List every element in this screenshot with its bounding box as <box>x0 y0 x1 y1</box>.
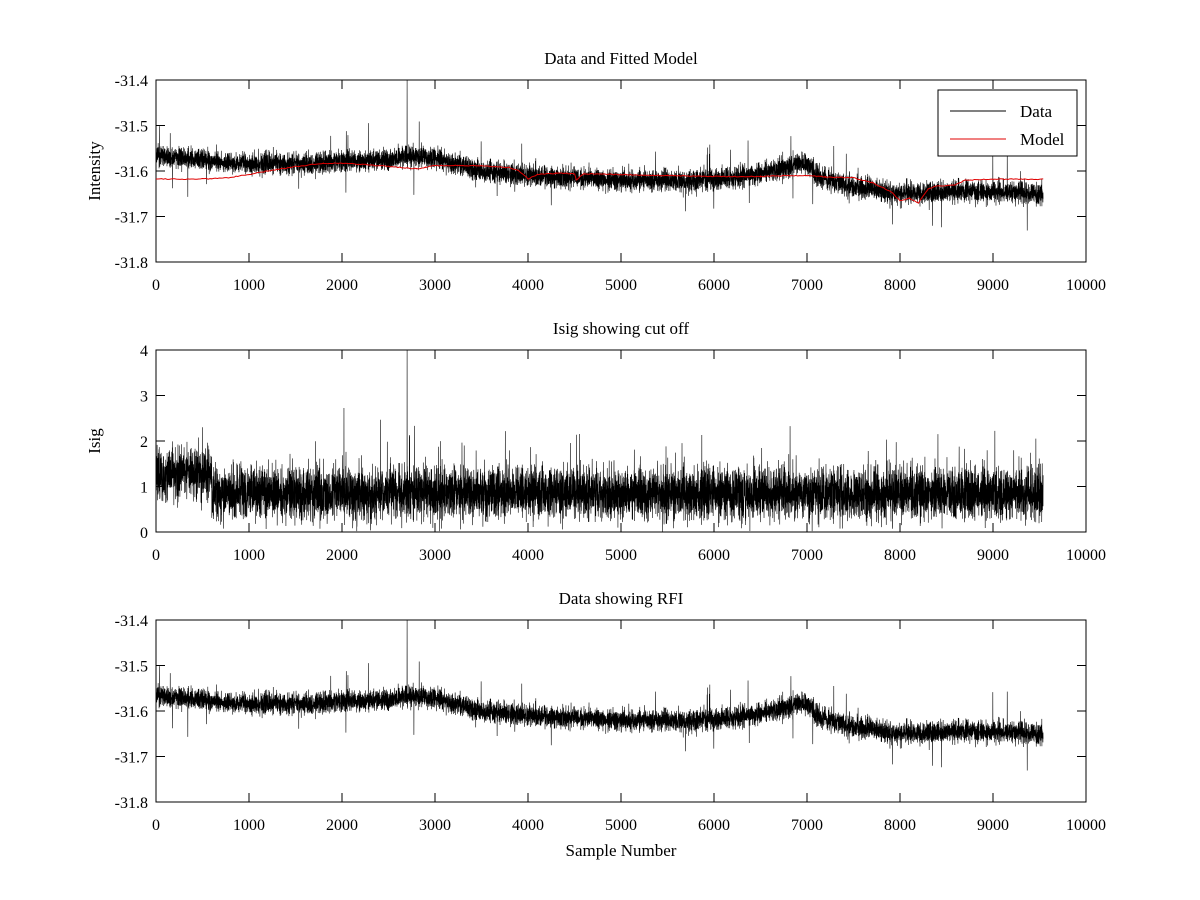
x-tick-label: 10000 <box>1066 547 1106 564</box>
y-axis-label-isig-cut-off: Isig <box>85 428 104 454</box>
x-tick-label: 1000 <box>233 547 265 564</box>
subplot-data-fitted-model: 0 1000 2000 3000 4000 5000 6000 7000 8000 9000 100… <box>85 49 1106 294</box>
x-tick-label: 2000 <box>326 817 358 834</box>
y-tick-label: -31.8 <box>115 795 148 812</box>
x-tick-label: 6000 <box>698 547 730 564</box>
x-tick-label: 9000 <box>977 817 1009 834</box>
x-tick-label: 0 <box>152 817 160 834</box>
y-tick-label: -31.5 <box>115 659 148 676</box>
series-line-series-data-rfi <box>156 620 1044 771</box>
chart-title-data-fitted-model: Data and Fitted Model <box>544 49 698 68</box>
x-tick-label: 4000 <box>512 277 544 294</box>
x-tick-label: 7000 <box>791 547 823 564</box>
series-group-data-rfi <box>156 620 1044 771</box>
legend-label-model: Model <box>1020 130 1065 149</box>
x-tick-label: 4000 <box>512 547 544 564</box>
x-tick-label: 9000 <box>977 547 1009 564</box>
series-group-data-fitted-model <box>156 80 1044 231</box>
y-tick-label: 1 <box>140 480 148 497</box>
y-tick-label: -31.4 <box>115 613 148 630</box>
x-tick-label: 5000 <box>605 547 637 564</box>
x-tick-label: 6000 <box>698 817 730 834</box>
subplot-isig-cut-off: 0 1000 2000 3000 4000 5000 6000 7000 8000 9000 100… <box>85 319 1106 564</box>
y-tick-label: -31.5 <box>115 119 148 136</box>
y-tick-label: 4 <box>140 343 148 360</box>
series-line-model-data-fitted-model <box>156 162 1044 204</box>
x-tick-label: 7000 <box>791 277 823 294</box>
x-tick-label: 0 <box>152 277 160 294</box>
x-tick-label: 3000 <box>419 817 451 834</box>
x-tick-label: 2000 <box>326 547 358 564</box>
y-tick-label: 0 <box>140 525 148 542</box>
x-tick-label: 1000 <box>233 817 265 834</box>
x-tick-label: 3000 <box>419 277 451 294</box>
series-line-data-data-fitted-model <box>156 80 1044 231</box>
chart-title-isig-cut-off: Isig showing cut off <box>553 319 689 338</box>
y-tick-label: -31.6 <box>115 164 148 181</box>
x-tick-label: 9000 <box>977 277 1009 294</box>
y-tick-label: 3 <box>140 389 148 406</box>
y-tick-label: 2 <box>140 434 148 451</box>
subplot-data-rfi: 0 1000 2000 3000 4000 5000 6000 7000 8000 9000 100… <box>115 589 1106 860</box>
y-tick-label: -31.6 <box>115 704 148 721</box>
x-tick-label: 6000 <box>698 277 730 294</box>
x-tick-label: 8000 <box>884 547 916 564</box>
x-tick-label: 1000 <box>233 277 265 294</box>
axes-frame-data-rfi <box>155 619 1087 803</box>
x-tick-label: 10000 <box>1066 277 1106 294</box>
x-tick-label: 8000 <box>884 277 916 294</box>
x-tick-label: 8000 <box>884 817 916 834</box>
x-tick-label: 0 <box>152 547 160 564</box>
x-tick-label: 7000 <box>791 817 823 834</box>
legend-label-data: Data <box>1020 102 1053 121</box>
y-tick-label: -31.7 <box>115 750 148 767</box>
legend-box <box>937 89 1078 157</box>
x-tick-label: 5000 <box>605 817 637 834</box>
x-tick-label: 10000 <box>1066 817 1106 834</box>
x-axis-label-data-rfi: Sample Number <box>566 841 677 860</box>
y-tick-label: -31.8 <box>115 255 148 272</box>
y-tick-label: -31.4 <box>115 73 148 90</box>
series-group-isig-cut-off <box>156 350 1044 532</box>
chart-title-data-rfi: Data showing RFI <box>559 589 684 608</box>
x-tick-label: 2000 <box>326 277 358 294</box>
y-tick-label: -31.7 <box>115 210 148 227</box>
legend: Data Model <box>937 89 1078 157</box>
x-tick-label: 5000 <box>605 277 637 294</box>
y-axis-label-data-fitted-model: Intensity <box>85 141 104 201</box>
x-tick-label: 3000 <box>419 547 451 564</box>
series-line-series-isig-cut-off <box>156 350 1044 532</box>
x-tick-label: 4000 <box>512 817 544 834</box>
